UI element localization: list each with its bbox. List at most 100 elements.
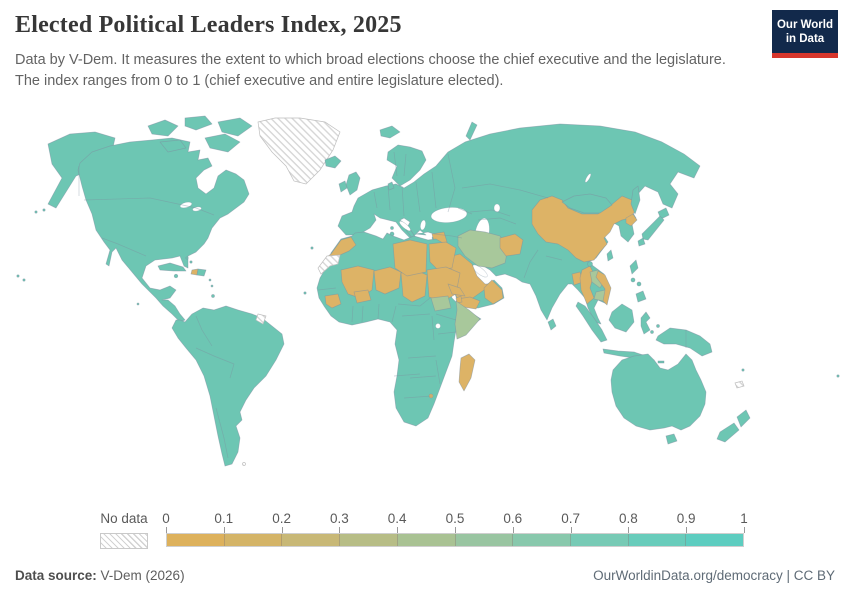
great-lakes bbox=[179, 201, 193, 209]
country-niger[interactable] bbox=[373, 266, 402, 295]
legend-tick-mark bbox=[166, 527, 167, 533]
country-south-sudan[interactable] bbox=[430, 295, 452, 312]
legend-tick-mark bbox=[744, 527, 745, 533]
aleutian-islands bbox=[34, 210, 38, 214]
world-map-svg bbox=[16, 115, 840, 467]
country-china[interactable] bbox=[531, 195, 637, 263]
arctic-islands bbox=[217, 117, 253, 137]
country-south-america[interactable] bbox=[171, 305, 285, 467]
country-tasmania[interactable] bbox=[665, 433, 678, 445]
country-madagascar[interactable] bbox=[458, 353, 476, 392]
country-new-zealand-south[interactable] bbox=[716, 422, 740, 443]
no-data-swatch[interactable] bbox=[100, 533, 148, 549]
country-taiwan[interactable] bbox=[606, 249, 614, 262]
arctic-islands bbox=[147, 119, 179, 137]
country-united-kingdom[interactable] bbox=[345, 171, 361, 196]
legend-tick-label: 0 bbox=[162, 511, 170, 526]
country-guinea[interactable] bbox=[324, 293, 342, 309]
legend-bin[interactable] bbox=[340, 534, 398, 546]
country-borders bbox=[78, 151, 687, 459]
legend-tick-mark bbox=[339, 527, 341, 533]
black-sea bbox=[430, 207, 468, 223]
legend-bin[interactable] bbox=[513, 534, 571, 546]
country-japan-kyushu[interactable] bbox=[637, 237, 646, 247]
country-jamaica[interactable] bbox=[173, 273, 179, 279]
legend-bin[interactable] bbox=[397, 534, 456, 546]
country-iran[interactable] bbox=[457, 229, 509, 269]
country-australia[interactable] bbox=[610, 353, 707, 431]
country-ireland[interactable] bbox=[338, 180, 348, 193]
novaya-zemlya bbox=[465, 121, 478, 141]
country-somalia[interactable] bbox=[454, 300, 481, 340]
falkland-islands bbox=[242, 462, 246, 466]
canary-islands bbox=[310, 246, 314, 250]
lesser-antilles bbox=[208, 278, 212, 282]
svalbard bbox=[379, 125, 401, 139]
data-source-value: V-Dem (2026) bbox=[96, 568, 185, 583]
country-afghanistan[interactable] bbox=[499, 233, 524, 257]
bahamas bbox=[189, 260, 193, 264]
country-sulawesi[interactable] bbox=[640, 311, 651, 335]
country-greenland-no-data[interactable] bbox=[257, 117, 341, 185]
country-japan-honshu[interactable] bbox=[641, 215, 665, 241]
country-oman[interactable] bbox=[483, 279, 504, 305]
country-denmark[interactable] bbox=[387, 181, 395, 191]
legend-tick-label: 0.3 bbox=[330, 511, 349, 526]
western-sahara-no-data[interactable] bbox=[317, 254, 341, 275]
country-philippines-luzon[interactable] bbox=[629, 259, 639, 275]
baffin-island bbox=[204, 133, 241, 153]
country-eswatini[interactable] bbox=[428, 393, 434, 399]
country-eritrea[interactable] bbox=[447, 283, 466, 297]
no-data-label: No data bbox=[100, 511, 148, 526]
country-egypt[interactable] bbox=[428, 241, 457, 271]
credit-link[interactable]: OurWorldinData.org/democracy | CC BY bbox=[593, 568, 835, 583]
new-caledonia-no-data[interactable] bbox=[734, 380, 745, 389]
world-map bbox=[0, 108, 850, 508]
country-trinidad[interactable] bbox=[211, 294, 215, 298]
legend-bin[interactable] bbox=[167, 534, 225, 546]
country-new-guinea[interactable] bbox=[655, 327, 713, 357]
page-title: Elected Political Leaders Index, 2025 bbox=[15, 12, 402, 38]
legend-bin[interactable] bbox=[570, 534, 629, 546]
arctic-islands bbox=[159, 139, 187, 153]
country-scandinavia[interactable] bbox=[386, 144, 427, 187]
data-source-label: Data source: bbox=[15, 568, 97, 583]
country-north-korea[interactable] bbox=[625, 213, 638, 227]
legend-tick-label: 0.2 bbox=[272, 511, 291, 526]
country-cuba[interactable] bbox=[157, 262, 187, 272]
legend-bin[interactable] bbox=[282, 534, 341, 546]
bahamas bbox=[185, 256, 189, 260]
legend-bin[interactable] bbox=[455, 534, 514, 546]
country-indonesia-sumatra[interactable] bbox=[575, 301, 608, 343]
legend-colorbar: 0 0.1 0.2 0.3 0.4 0.5 0.6 0.7 0.8 0.9 1 bbox=[162, 511, 748, 549]
legend-bin[interactable] bbox=[686, 534, 744, 546]
galapagos bbox=[136, 302, 140, 306]
legend-bin[interactable] bbox=[628, 534, 687, 546]
country-borneo[interactable] bbox=[608, 303, 635, 333]
country-canada-usa-mexico[interactable] bbox=[77, 137, 250, 323]
aral-sea bbox=[493, 203, 501, 213]
country-sri-lanka[interactable] bbox=[547, 318, 557, 331]
country-mongolia[interactable] bbox=[561, 193, 613, 214]
lesser-sunda bbox=[657, 360, 665, 364]
data-source: Data source: V-Dem (2026) bbox=[15, 568, 185, 583]
legend-tick-mark bbox=[686, 527, 688, 533]
country-new-zealand-north[interactable] bbox=[736, 409, 751, 428]
country-vietnam[interactable] bbox=[595, 270, 612, 306]
country-cambodia[interactable] bbox=[593, 289, 606, 302]
owid-logo[interactable]: Our World in Data bbox=[772, 10, 838, 58]
country-philippines-mindanao[interactable] bbox=[635, 290, 647, 303]
country-dominican-republic[interactable] bbox=[196, 268, 207, 277]
french-guiana-no-data[interactable] bbox=[255, 313, 267, 325]
aleutian-islands bbox=[42, 208, 46, 212]
country-burkina-faso[interactable] bbox=[353, 289, 372, 304]
maluku bbox=[650, 330, 654, 334]
legend-bin[interactable] bbox=[224, 534, 283, 546]
arctic-islands bbox=[184, 115, 213, 131]
legend-bins bbox=[166, 533, 744, 547]
country-iceland[interactable] bbox=[324, 155, 342, 169]
country-libya[interactable] bbox=[392, 239, 428, 277]
subtitle-line-2: The index ranges from 0 to 1 (chief exec… bbox=[15, 73, 504, 89]
hawaii-usa bbox=[16, 274, 20, 278]
